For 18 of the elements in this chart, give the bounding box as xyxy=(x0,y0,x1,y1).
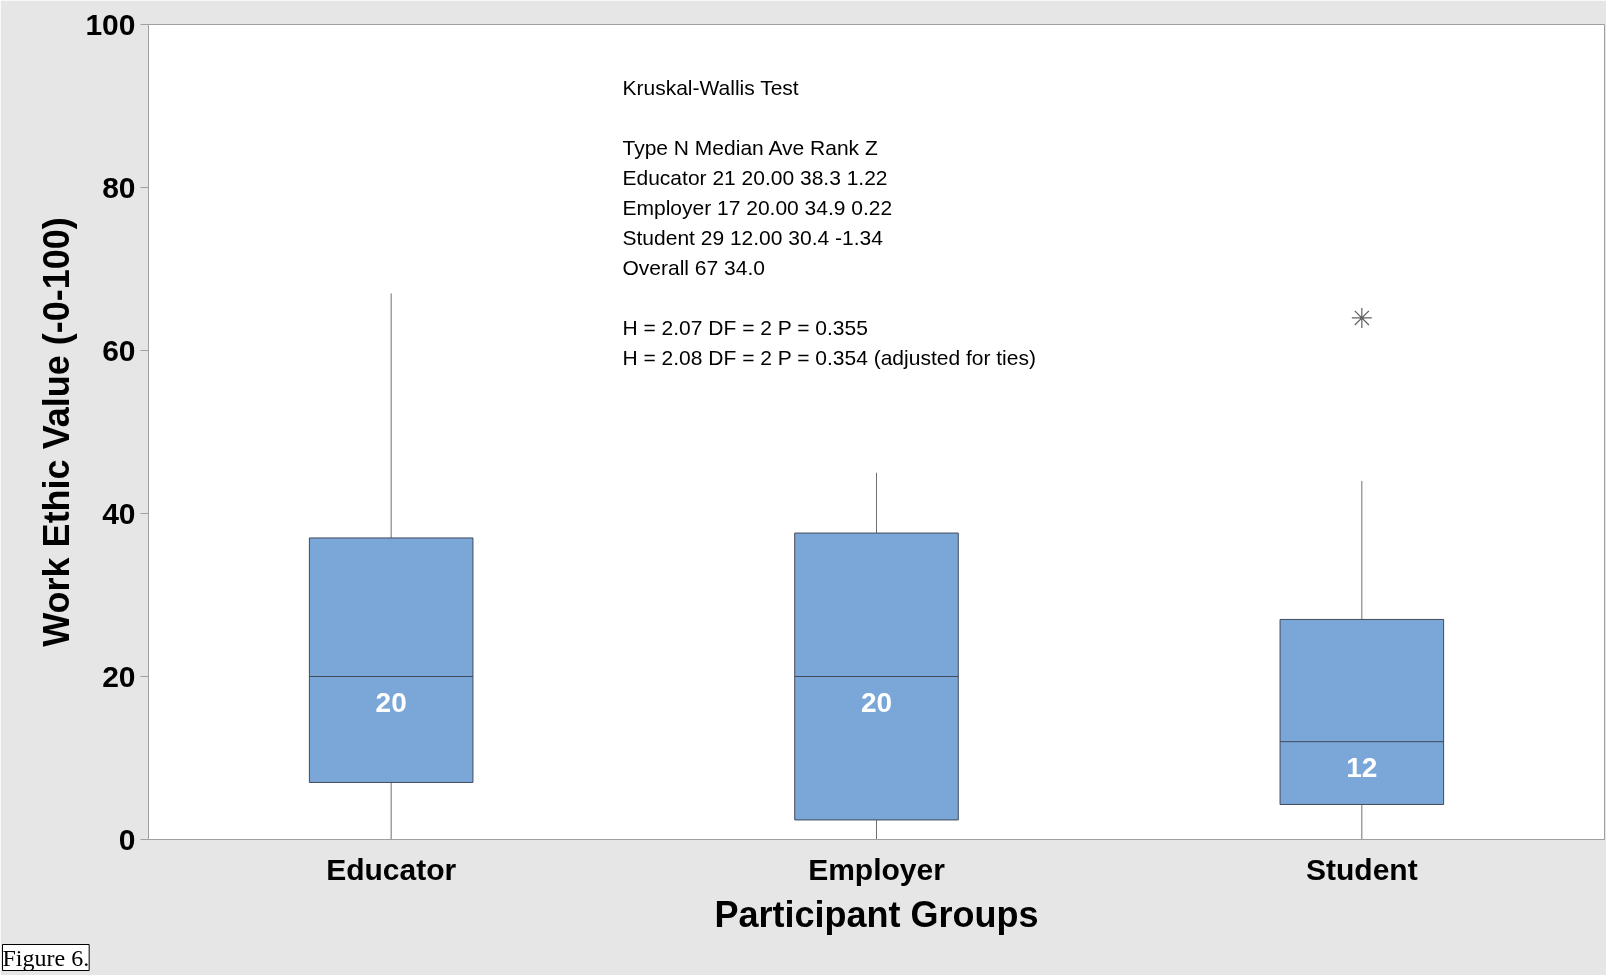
x-axis-title: Participant Groups xyxy=(714,893,1039,935)
x-tick-label: Educator xyxy=(326,852,457,886)
y-tick-label: 20 xyxy=(102,659,136,693)
caption: Figure 6. xyxy=(2,944,90,971)
y-axis-title: Work Ethic Value (-0-100) xyxy=(36,217,78,647)
y-tick-label: 0 xyxy=(118,822,136,856)
text: 12 xyxy=(1346,752,1378,784)
x-tick-label: Student xyxy=(1306,852,1418,886)
annotation: Type N Median Ave Rank Z Educator 21 20.00 38.3 1.22 Employer 17 20.00 34.9 0.22 Student 29 12.00 30.4 -1.34 Overall 67 34.0 xyxy=(622,136,893,279)
y-tick-label: 60 xyxy=(102,333,136,367)
x-tick-label: Employer xyxy=(808,852,946,886)
y-tick-label: 40 xyxy=(102,496,136,530)
y-tick-label: 100 xyxy=(85,7,136,41)
text: 20 xyxy=(375,687,407,718)
text: 20 xyxy=(860,687,893,718)
y-tick-label: 80 xyxy=(102,170,136,204)
annotation: H = 2.07 DF = 2 P = 0.355 H = 2.08 DF = 2 P = 0.354 (adjusted for ties) xyxy=(622,316,1036,369)
annotation: Kruskal-Wallis Test xyxy=(622,76,799,99)
